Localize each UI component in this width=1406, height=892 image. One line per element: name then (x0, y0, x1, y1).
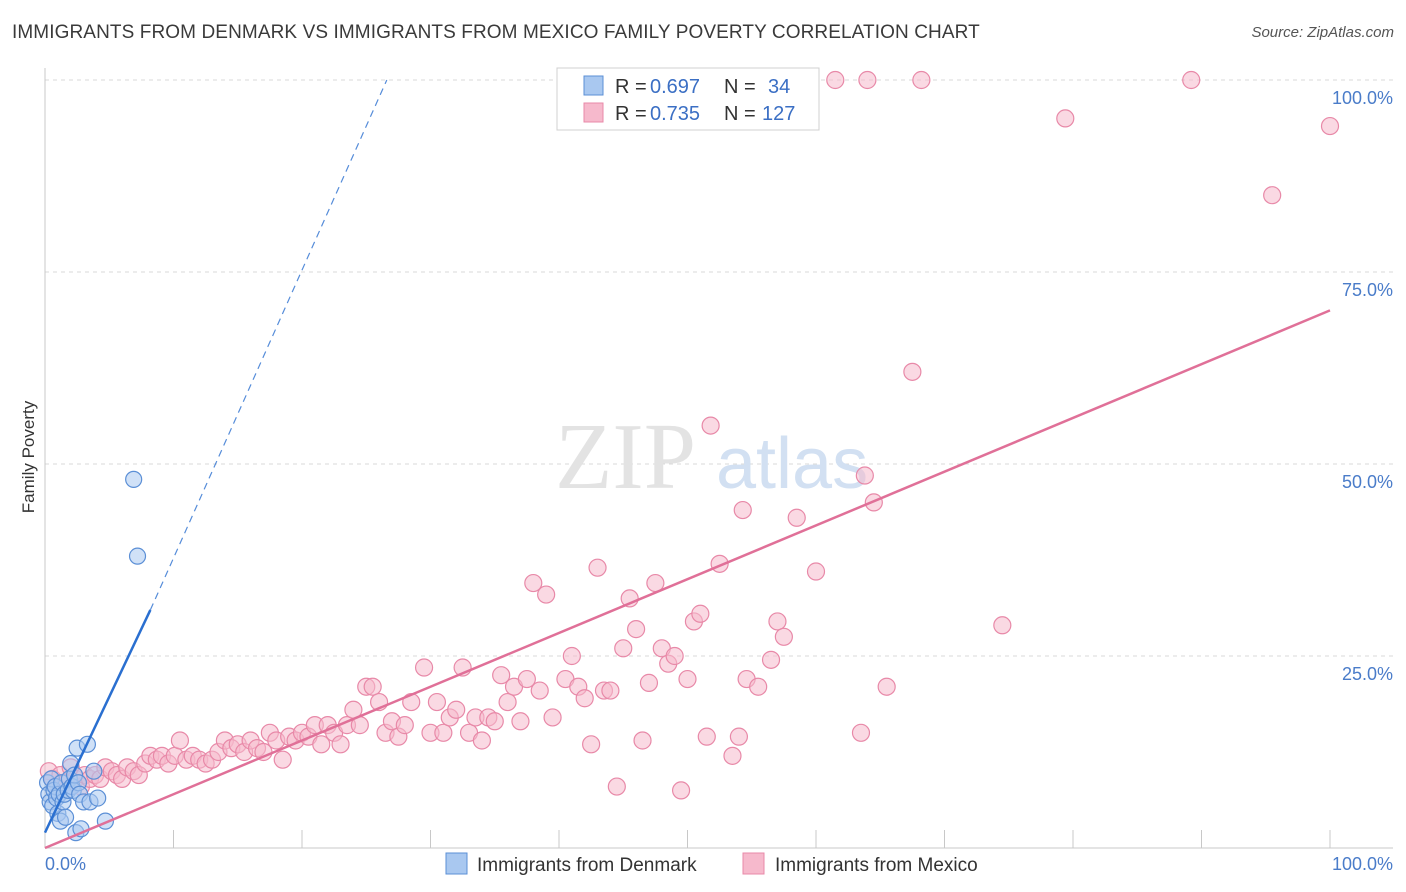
correlation-legend: R = 0.697 N = 34 R = 0.735 N = 127 (556, 67, 820, 131)
mexico-point-109 (729, 727, 749, 746)
legend-r-value-mexico: 0.735 (650, 103, 700, 125)
mexico-point-106 (701, 416, 720, 435)
y-tick-label-3: 100.0% (1332, 88, 1393, 108)
mexico-point-95 (633, 731, 652, 750)
mexico-point-130 (1320, 116, 1340, 136)
mexico-point-91 (607, 777, 626, 796)
gridlines (45, 79, 1393, 657)
mexico-point-79 (524, 573, 543, 593)
tick-labels: 25.0% 50.0% 75.0% 100.0% 0.0% 100.0% (45, 88, 1393, 874)
mexico-point-108 (723, 746, 742, 765)
mexico-point-102 (678, 669, 697, 689)
mexico-point-82 (543, 708, 562, 727)
denmark-point-30 (89, 789, 107, 807)
mexico-point-64 (427, 692, 447, 712)
mexico-point-116 (787, 508, 806, 527)
x-tick-label-0: 0.0% (45, 854, 86, 874)
legend-r-label-mexico: R = (615, 103, 647, 125)
mexico-point-78 (517, 669, 536, 689)
mexico-point-105 (697, 727, 716, 746)
chart-title: IMMIGRANTS FROM DENMARK VS IMMIGRANTS FR… (12, 22, 980, 43)
y-tick-label-2: 75.0% (1342, 280, 1393, 300)
mexico-point-127 (1056, 109, 1075, 128)
series-legend-swatch-mexico (742, 852, 765, 875)
mexico-point-67 (447, 700, 466, 719)
y-tick-label-1: 50.0% (1342, 472, 1393, 492)
mexico-point-80 (530, 681, 549, 700)
mexico-point-101 (671, 781, 691, 800)
mexico-point-115 (774, 627, 793, 646)
mexico-point-92 (614, 639, 633, 658)
mexico-point-50 (331, 735, 350, 754)
legend-r-value-denmark: 0.697 (650, 76, 700, 98)
mexico-point-90 (601, 681, 620, 700)
denmark-point-14 (56, 808, 75, 826)
denmark-point-29 (85, 762, 103, 780)
series-legend-label-mexico: Immigrants from Mexico (775, 855, 978, 876)
mexico-point-60 (395, 716, 414, 735)
mexico-point-74 (492, 666, 511, 685)
mexico-point-123 (993, 616, 1012, 635)
series-legend-label-denmark: Immigrants from Denmark (477, 855, 697, 876)
mexico-point-124 (826, 70, 845, 90)
mexico-point-84 (562, 646, 581, 666)
mexico-point-25 (170, 731, 190, 750)
mexico-point-112 (749, 677, 768, 696)
mexico-point-117 (806, 562, 826, 581)
watermark: ZIP atlas (555, 405, 868, 509)
denmark-point-33 (125, 470, 143, 488)
trendlines (43, 79, 1331, 850)
mexico-point-87 (582, 735, 601, 754)
mexico-point-125 (858, 70, 877, 90)
mexico-point-104 (691, 604, 710, 623)
mexico-trendline (44, 309, 1331, 850)
mexico-point-122 (903, 362, 922, 381)
watermark-atlas: atlas (716, 424, 868, 504)
legend-swatch-mexico (583, 102, 604, 123)
mexico-point-73 (485, 712, 504, 731)
legend-n-value-mexico: 127 (762, 103, 795, 125)
mexico-point-47 (312, 735, 331, 754)
mexico-point-128 (1182, 70, 1201, 90)
denmark-trendline-extension (149, 79, 388, 611)
mexico-point-75 (498, 692, 517, 712)
legend-n-value-denmark: 34 (768, 76, 790, 98)
mexico-point-62 (414, 658, 434, 677)
denmark-trendline (43, 609, 152, 834)
legend-n-label-denmark: N = (724, 76, 756, 98)
legend-r-label-denmark: R = (615, 76, 647, 98)
watermark-zip: ZIP (555, 405, 696, 509)
mexico-point-96 (639, 673, 659, 692)
mexico-point-94 (626, 620, 646, 639)
mexico-point-126 (912, 70, 931, 90)
mexico-point-88 (588, 558, 607, 577)
mexico-point-65 (434, 723, 453, 742)
axes (44, 68, 1393, 849)
mexico-point-55 (363, 677, 382, 696)
denmark-point-32 (128, 547, 147, 565)
mexico-point-129 (1263, 186, 1282, 205)
mexico-point-121 (877, 677, 896, 696)
mexico-point-86 (575, 689, 594, 708)
y-tick-label-0: 25.0% (1342, 664, 1393, 684)
mexico-point-100 (665, 646, 684, 666)
mexico-point-118 (851, 723, 871, 742)
legend-n-label-mexico: N = (724, 103, 756, 125)
source-label: Source: ZipAtlas.com (1251, 24, 1394, 41)
series-legend-swatch-denmark (445, 852, 468, 875)
x-tick-label-1: 100.0% (1332, 854, 1393, 874)
mexico-point-114 (768, 612, 787, 631)
legend-swatch-denmark (583, 75, 604, 96)
mexico-point-119 (855, 466, 874, 485)
mexico-points (39, 70, 1340, 800)
mexico-point-110 (733, 500, 752, 520)
series-legend: Immigrants from Denmark Immigrants from … (445, 852, 978, 876)
mexico-point-113 (761, 650, 781, 669)
mexico-point-81 (537, 585, 556, 604)
mexico-point-77 (511, 712, 530, 731)
mexico-point-71 (472, 731, 491, 750)
mexico-point-41 (273, 750, 292, 769)
y-axis-label: Family Poverty (19, 400, 38, 513)
